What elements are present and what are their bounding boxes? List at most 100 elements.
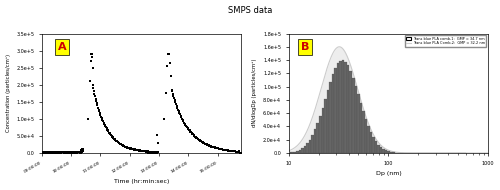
Bar <box>367 126 370 153</box>
Point <box>46 151 54 154</box>
Bar <box>316 123 319 153</box>
Point <box>174 108 182 111</box>
Point <box>68 151 76 154</box>
Point <box>187 131 195 134</box>
Point <box>56 151 64 154</box>
Point <box>54 151 62 154</box>
Point <box>74 150 82 154</box>
Point <box>54 151 62 154</box>
Point <box>132 148 140 151</box>
Point <box>178 116 186 119</box>
Bar <box>324 99 326 153</box>
Point <box>243 151 251 154</box>
Point <box>114 141 122 144</box>
Point <box>209 145 217 148</box>
Point <box>235 149 243 152</box>
Point <box>74 150 82 154</box>
Point <box>49 151 57 154</box>
Point <box>72 151 80 154</box>
Point <box>52 151 60 154</box>
Point <box>166 61 174 64</box>
Point <box>40 151 48 154</box>
Bar <box>334 68 337 153</box>
Point <box>66 151 74 154</box>
Point <box>65 150 73 153</box>
Point <box>78 148 86 151</box>
Point <box>128 148 136 151</box>
Point <box>72 151 80 154</box>
Point <box>88 52 96 55</box>
Point <box>64 150 72 153</box>
Bar <box>302 148 304 153</box>
Point <box>239 151 247 154</box>
Text: A: A <box>58 42 66 52</box>
Text: B: B <box>300 42 309 52</box>
Point <box>50 151 58 154</box>
Point <box>193 137 201 140</box>
Point <box>104 129 112 132</box>
Y-axis label: dN/dlogDp (particles/cm³): dN/dlogDp (particles/cm³) <box>252 59 258 127</box>
Point <box>74 151 82 154</box>
Point <box>228 150 236 153</box>
Point <box>42 150 50 153</box>
Point <box>148 151 156 154</box>
Bar <box>298 150 302 153</box>
Point <box>220 148 228 151</box>
Point <box>40 151 48 154</box>
Point <box>184 127 192 131</box>
Point <box>70 151 78 154</box>
Point <box>202 143 210 146</box>
Point <box>58 150 66 154</box>
Point <box>93 101 101 105</box>
Point <box>69 151 77 154</box>
Point <box>94 104 102 107</box>
Point <box>146 151 154 154</box>
Point <box>232 150 239 153</box>
Point <box>208 145 216 148</box>
Point <box>219 148 227 151</box>
Point <box>148 151 156 154</box>
Point <box>212 146 220 150</box>
Point <box>148 151 156 154</box>
Point <box>120 145 128 148</box>
Point <box>64 151 72 154</box>
Point <box>44 151 52 154</box>
Point <box>224 149 232 152</box>
Point <box>214 147 222 150</box>
Point <box>99 120 107 123</box>
Point <box>240 149 248 152</box>
Point <box>198 140 206 143</box>
Point <box>140 150 148 153</box>
Bar <box>385 150 388 153</box>
Point <box>236 151 244 154</box>
Point <box>202 143 210 146</box>
Point <box>73 151 81 154</box>
Point <box>124 146 132 149</box>
Bar <box>380 147 382 153</box>
Point <box>204 144 212 147</box>
Point <box>130 148 138 151</box>
Point <box>192 136 200 139</box>
Point <box>64 151 72 154</box>
Y-axis label: Concentration (particles/cm³): Concentration (particles/cm³) <box>6 54 10 132</box>
Point <box>238 151 246 154</box>
Point <box>169 95 177 98</box>
Point <box>144 151 152 154</box>
Point <box>52 150 60 153</box>
Bar <box>306 143 309 153</box>
Point <box>44 151 52 154</box>
Point <box>50 151 58 154</box>
Point <box>96 113 104 116</box>
Point <box>242 150 250 153</box>
Point <box>183 125 191 128</box>
Bar <box>291 152 294 153</box>
Point <box>135 149 143 152</box>
Point <box>100 122 108 125</box>
Point <box>56 151 64 154</box>
Point <box>174 109 182 112</box>
Point <box>122 145 130 148</box>
Point <box>190 134 198 137</box>
Bar <box>370 132 372 153</box>
Point <box>113 140 121 143</box>
Point <box>144 151 152 154</box>
